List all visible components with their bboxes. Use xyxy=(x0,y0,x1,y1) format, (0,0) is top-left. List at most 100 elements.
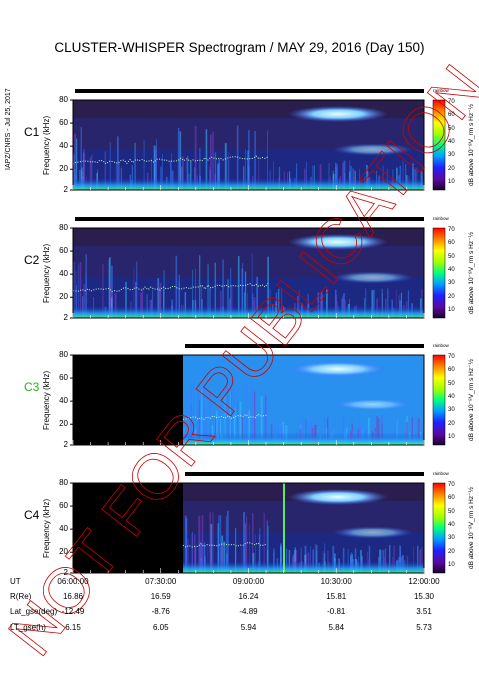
ephemeris-value: 16.24 xyxy=(238,592,259,601)
colorbar-tick-label: 30 xyxy=(448,407,455,414)
y-tick-label: 2 xyxy=(63,440,68,449)
emission-streak xyxy=(342,162,345,190)
emission-streak xyxy=(316,544,318,573)
emission-streak xyxy=(245,149,246,190)
emission-streak xyxy=(209,394,211,445)
emission-streak xyxy=(241,413,243,445)
colorbar-tick-label: 10 xyxy=(448,562,455,569)
emission-streak xyxy=(224,395,226,445)
emission-streak xyxy=(151,158,152,190)
emission-streak xyxy=(214,262,216,318)
emission-streak xyxy=(204,409,206,445)
emission-streak xyxy=(199,255,201,318)
ephemeris-value: 16.86 xyxy=(62,592,84,601)
emission-streak xyxy=(210,523,213,573)
emission-streak xyxy=(91,154,93,190)
emission-streak xyxy=(83,148,85,190)
panel-name-c2: C2 xyxy=(24,253,40,267)
emission-streak xyxy=(109,142,111,190)
plasma-frequency-trace xyxy=(182,541,268,548)
chart-title: CLUSTER-WHISPER Spectrogram / MAY 29, 20… xyxy=(54,40,425,55)
ephemeris-value: 3.51 xyxy=(416,607,432,616)
ephemeris-value: 15.30 xyxy=(413,592,435,601)
y-tick-label: 2 xyxy=(63,313,68,322)
emission-streak xyxy=(349,160,351,190)
colorbar-tick-label: 20 xyxy=(448,293,455,300)
emission-streak xyxy=(171,153,172,190)
emission-streak xyxy=(359,420,361,445)
emission-streak xyxy=(190,161,192,190)
emission-streak xyxy=(187,155,189,190)
emission-streak xyxy=(258,534,260,573)
emission-streak xyxy=(326,418,329,445)
emission-streak xyxy=(218,158,221,190)
emission-streak xyxy=(232,381,235,445)
y-axis-label: Frequency (kHz) xyxy=(42,115,51,175)
emission-streak xyxy=(152,289,153,318)
emission-streak xyxy=(384,548,387,573)
ephemeris-value: 5.94 xyxy=(240,623,257,632)
colorbar-top-text: rainbow xyxy=(433,343,449,348)
emission-streak xyxy=(416,420,418,445)
emission-streak xyxy=(368,545,371,573)
emission-streak xyxy=(218,515,220,573)
emission-streak xyxy=(267,130,268,190)
emission-streak xyxy=(185,391,187,445)
emission-streak xyxy=(313,165,315,190)
emission-streak xyxy=(260,396,263,445)
emission-streak xyxy=(220,290,222,318)
emission-streak xyxy=(201,389,203,445)
emission-streak xyxy=(301,418,304,445)
colorbar-tick-label: 60 xyxy=(448,240,455,247)
emission-streak xyxy=(179,131,182,190)
emission-streak xyxy=(336,164,338,190)
emission-streak xyxy=(198,515,201,573)
emission-streak xyxy=(396,418,398,445)
emission-streak xyxy=(202,384,205,445)
emission-streak xyxy=(193,383,195,445)
panel-c4 xyxy=(70,472,446,574)
emission-streak xyxy=(247,156,249,190)
ephemeris-value: 5.84 xyxy=(328,623,345,632)
emission-streak xyxy=(104,151,106,190)
emission-streak xyxy=(248,410,251,445)
y-axis-label: Frequency (kHz) xyxy=(42,498,51,558)
emission-streak xyxy=(229,391,232,445)
emission-streak xyxy=(125,281,127,318)
emission-streak xyxy=(314,543,317,573)
emission-streak xyxy=(317,292,320,318)
colorbar-tick-label: 30 xyxy=(448,152,455,159)
low-frequency-band xyxy=(183,561,424,573)
emission-band-high xyxy=(288,361,388,377)
ephemeris-value: -8.76 xyxy=(151,607,170,616)
emission-streak xyxy=(201,515,204,573)
emission-streak xyxy=(136,261,138,318)
spectrogram-content xyxy=(73,234,424,318)
colorbar-tick-label: 10 xyxy=(448,307,455,314)
y-tick-label: 20 xyxy=(59,547,68,557)
ephemeris-value: -12.49 xyxy=(61,607,85,616)
y-tick-label: 20 xyxy=(59,419,68,429)
emission-streak xyxy=(163,289,165,318)
emission-streak xyxy=(141,289,144,318)
ephemeris-row-label: UT xyxy=(10,577,21,586)
emission-streak xyxy=(186,160,188,190)
emission-streak xyxy=(85,254,87,318)
emission-streak xyxy=(382,165,384,190)
emission-streak xyxy=(332,545,335,573)
emission-streak xyxy=(267,525,269,573)
panel-c3 xyxy=(70,344,446,446)
y-tick-label: 40 xyxy=(59,396,68,406)
ephemeris-value: 10:30:00 xyxy=(320,577,352,586)
emission-streak xyxy=(73,262,75,318)
plasma-frequency-trace xyxy=(182,413,268,420)
emission-band-high xyxy=(288,234,388,250)
emission-streak xyxy=(307,293,309,318)
y-tick-label: 2 xyxy=(63,185,68,194)
emission-streak xyxy=(373,289,375,318)
plasma-frequency-trace xyxy=(73,155,269,165)
emission-streak xyxy=(182,156,184,190)
emission-streak xyxy=(399,165,402,190)
emission-streak xyxy=(209,134,212,190)
